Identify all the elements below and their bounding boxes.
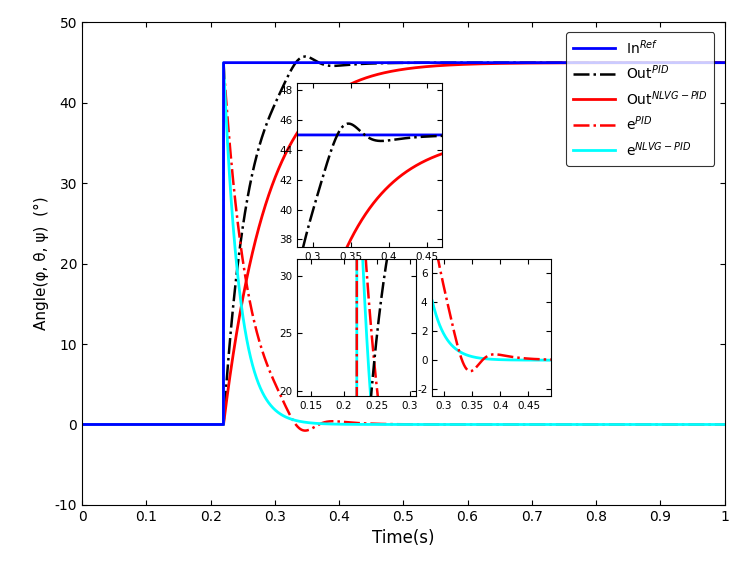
In$^{Ref}$ (78, 421, 87, 428)
Out$^{PID}$ (78, 421, 87, 428)
In$^{Ref}$ (219, 59, 228, 66)
X-axis label: Time(s): Time(s) (372, 530, 435, 548)
In$^{Ref}$ (686, 59, 695, 66)
e$^{PID}$ (204, 421, 213, 428)
In$^{Ref}$ (391, 59, 400, 66)
Out$^{PID}$ (686, 59, 695, 66)
Legend: In$^{Ref}$, Out$^{PID}$, Out$^{NLVG-PID}$, e$^{PID}$, e$^{NLVG-PID}$: In$^{Ref}$, Out$^{PID}$, Out$^{NLVG-PID}… (566, 32, 714, 165)
Out$^{NLVG-PID}$ (81, 421, 90, 428)
In$^{Ref}$ (81, 421, 90, 428)
Out$^{NLVG-PID}$ (116, 421, 125, 428)
e$^{PID}$ (78, 421, 87, 428)
Line: In$^{Ref}$: In$^{Ref}$ (82, 63, 725, 425)
Out$^{NLVG-PID}$ (686, 59, 695, 66)
Y-axis label: Angle(φ, θ, ψ)  (°): Angle(φ, θ, ψ) (°) (34, 197, 49, 330)
e$^{PID}$ (686, 421, 695, 428)
e$^{NLVG-PID}$ (204, 421, 213, 428)
Line: e$^{NLVG-PID}$: e$^{NLVG-PID}$ (82, 63, 725, 425)
e$^{PID}$ (392, 421, 401, 427)
In$^{Ref}$ (116, 421, 125, 428)
e$^{PID}$ (105, 421, 114, 428)
In$^{Ref}$ (105, 421, 114, 428)
e$^{NLVG-PID}$ (391, 421, 400, 428)
Line: Out$^{NLVG-PID}$: Out$^{NLVG-PID}$ (82, 63, 725, 425)
e$^{PID}$ (720, 421, 729, 428)
e$^{NLVG-PID}$ (720, 421, 729, 428)
Out$^{PID}$ (720, 59, 729, 66)
e$^{NLVG-PID}$ (78, 421, 87, 428)
e$^{PID}$ (219, 59, 228, 66)
e$^{NLVG-PID}$ (105, 421, 114, 428)
e$^{PID}$ (116, 421, 125, 428)
In$^{Ref}$ (204, 421, 213, 428)
Out$^{PID}$ (116, 421, 125, 428)
Out$^{PID}$ (301, 53, 310, 60)
Out$^{NLVG-PID}$ (720, 59, 729, 66)
In$^{Ref}$ (720, 59, 729, 66)
e$^{NLVG-PID}$ (81, 421, 90, 428)
Out$^{NLVG-PID}$ (105, 421, 114, 428)
e$^{PID}$ (301, 427, 310, 434)
e$^{PID}$ (81, 421, 90, 428)
e$^{NLVG-PID}$ (686, 421, 695, 428)
Out$^{PID}$ (391, 59, 400, 66)
Out$^{NLVG-PID}$ (204, 421, 213, 428)
Out$^{PID}$ (105, 421, 114, 428)
Line: Out$^{PID}$: Out$^{PID}$ (82, 57, 725, 425)
Out$^{NLVG-PID}$ (391, 67, 400, 74)
Out$^{NLVG-PID}$ (78, 421, 87, 428)
Line: e$^{PID}$: e$^{PID}$ (82, 63, 725, 431)
Out$^{PID}$ (81, 421, 90, 428)
e$^{NLVG-PID}$ (116, 421, 125, 428)
e$^{NLVG-PID}$ (219, 59, 228, 66)
Out$^{PID}$ (204, 421, 213, 428)
